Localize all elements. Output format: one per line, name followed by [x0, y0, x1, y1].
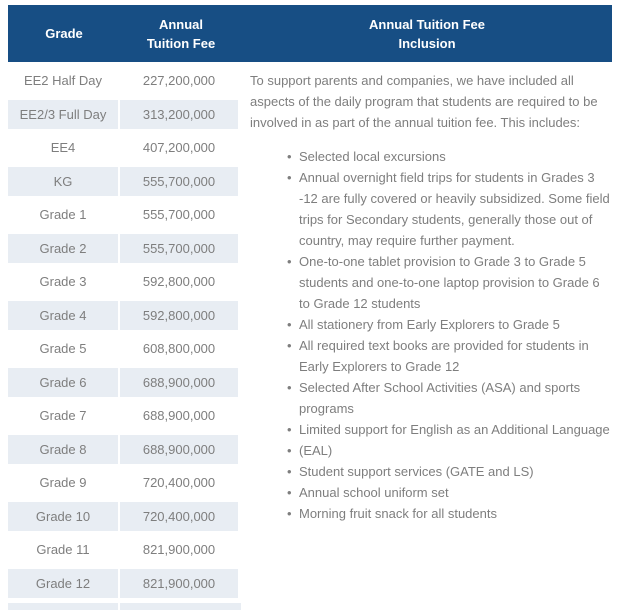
fee-cell: 555,700,000	[120, 233, 238, 267]
fee-cell: 313,200,000	[120, 99, 238, 133]
table-row: Grade 9 720,400,000	[8, 468, 240, 502]
grade-cell: Grade 6	[8, 367, 120, 401]
table-row: Grade 4 592,800,000	[8, 300, 240, 334]
list-item: All required text books are provided for…	[287, 335, 614, 377]
table-row: Grade 8 688,900,000	[8, 434, 240, 468]
fee-cell: 227,200,000	[120, 66, 238, 100]
header-inclusion-line1: Annual Tuition Fee	[368, 16, 486, 32]
fee-cell: 688,900,000	[120, 367, 238, 401]
tuition-table-body: EE2 Half Day 227,200,000 EE2/3 Full Day …	[8, 66, 240, 602]
table-row: EE4 407,200,000	[8, 133, 240, 167]
list-item: Selected local excursions	[287, 146, 614, 167]
grade-cell: Grade 3	[8, 267, 120, 301]
table-row: EE2 Half Day 227,200,000	[8, 66, 240, 100]
table-row: Grade 11 821,900,000	[8, 535, 240, 569]
fee-cell: 592,800,000	[120, 300, 238, 334]
fee-cell: 592,800,000	[120, 267, 238, 301]
fee-cell: 720,400,000	[120, 468, 238, 502]
grade-cell: Grade 2	[8, 233, 120, 267]
table-row: Grade 3 592,800,000	[8, 267, 240, 301]
list-item: Limited support for English as an Additi…	[287, 419, 614, 440]
fee-cell: 821,900,000	[120, 568, 238, 602]
header-grade-label: Grade	[45, 26, 83, 41]
grade-cell: EE4	[8, 133, 120, 167]
list-item: (EAL)	[287, 440, 614, 461]
table-row: Grade 5 608,800,000	[8, 334, 240, 368]
list-item: Annual overnight field trips for student…	[287, 167, 614, 251]
column-separator	[118, 603, 120, 610]
grade-cell: Grade 11	[8, 535, 120, 569]
grade-cell: Grade 9	[8, 468, 120, 502]
fee-cell: 688,900,000	[120, 401, 238, 435]
header-annual-tuition-fee: Annual Tuition Fee	[120, 5, 242, 62]
table-row: Grade 2 555,700,000	[8, 233, 240, 267]
grade-cell: Grade 5	[8, 334, 120, 368]
fee-cell: 608,800,000	[120, 334, 238, 368]
table-row: Grade 7 688,900,000	[8, 401, 240, 435]
grade-cell: Grade 10	[8, 501, 120, 535]
fee-cell: 555,700,000	[120, 200, 238, 234]
header-inclusion-line2: Inclusion	[398, 35, 456, 51]
header-grade: Grade	[8, 5, 120, 62]
table-row: KG 555,700,000	[8, 166, 240, 200]
fee-cell: 555,700,000	[120, 166, 238, 200]
list-item: Morning fruit snack for all students	[287, 503, 614, 524]
header-fee-line2: Tuition Fee	[146, 35, 216, 51]
table-row: Grade 10 720,400,000	[8, 501, 240, 535]
inclusion-list: Selected local excursions Annual overnig…	[250, 146, 614, 524]
grade-cell: Grade 8	[8, 434, 120, 468]
list-item: All stationery from Early Explorers to G…	[287, 314, 614, 335]
grade-cell: Grade 4	[8, 300, 120, 334]
fee-cell: 821,900,000	[120, 535, 238, 569]
header-fee-line1: Annual	[158, 16, 204, 32]
fee-cell: 720,400,000	[120, 501, 238, 535]
header-fee-inclusion: Annual Tuition Fee Inclusion	[242, 5, 612, 62]
inclusion-intro: To support parents and companies, we hav…	[250, 73, 598, 130]
grade-cell: EE2/3 Full Day	[8, 99, 120, 133]
partial-row	[8, 603, 241, 610]
fee-cell: 407,200,000	[120, 133, 238, 167]
fee-cell: 688,900,000	[120, 434, 238, 468]
list-item: Selected After School Activities (ASA) a…	[287, 377, 614, 419]
table-row: Grade 12 821,900,000	[8, 568, 240, 602]
grade-cell: Grade 1	[8, 200, 120, 234]
grade-cell: Grade 12	[8, 568, 120, 602]
grade-cell: EE2 Half Day	[8, 66, 120, 100]
table-row: Grade 6 688,900,000	[8, 367, 240, 401]
list-item: Student support services (GATE and LS)	[287, 461, 614, 482]
list-item: One-to-one tablet provision to Grade 3 t…	[287, 251, 614, 314]
inclusion-panel: To support parents and companies, we hav…	[250, 70, 614, 524]
table-row: Grade 1 555,700,000	[8, 200, 240, 234]
table-row: EE2/3 Full Day 313,200,000	[8, 99, 240, 133]
list-item: Annual school uniform set	[287, 482, 614, 503]
grade-cell: KG	[8, 166, 120, 200]
table-header: Grade Annual Tuition Fee Annual Tuition …	[8, 5, 612, 62]
grade-cell: Grade 7	[8, 401, 120, 435]
